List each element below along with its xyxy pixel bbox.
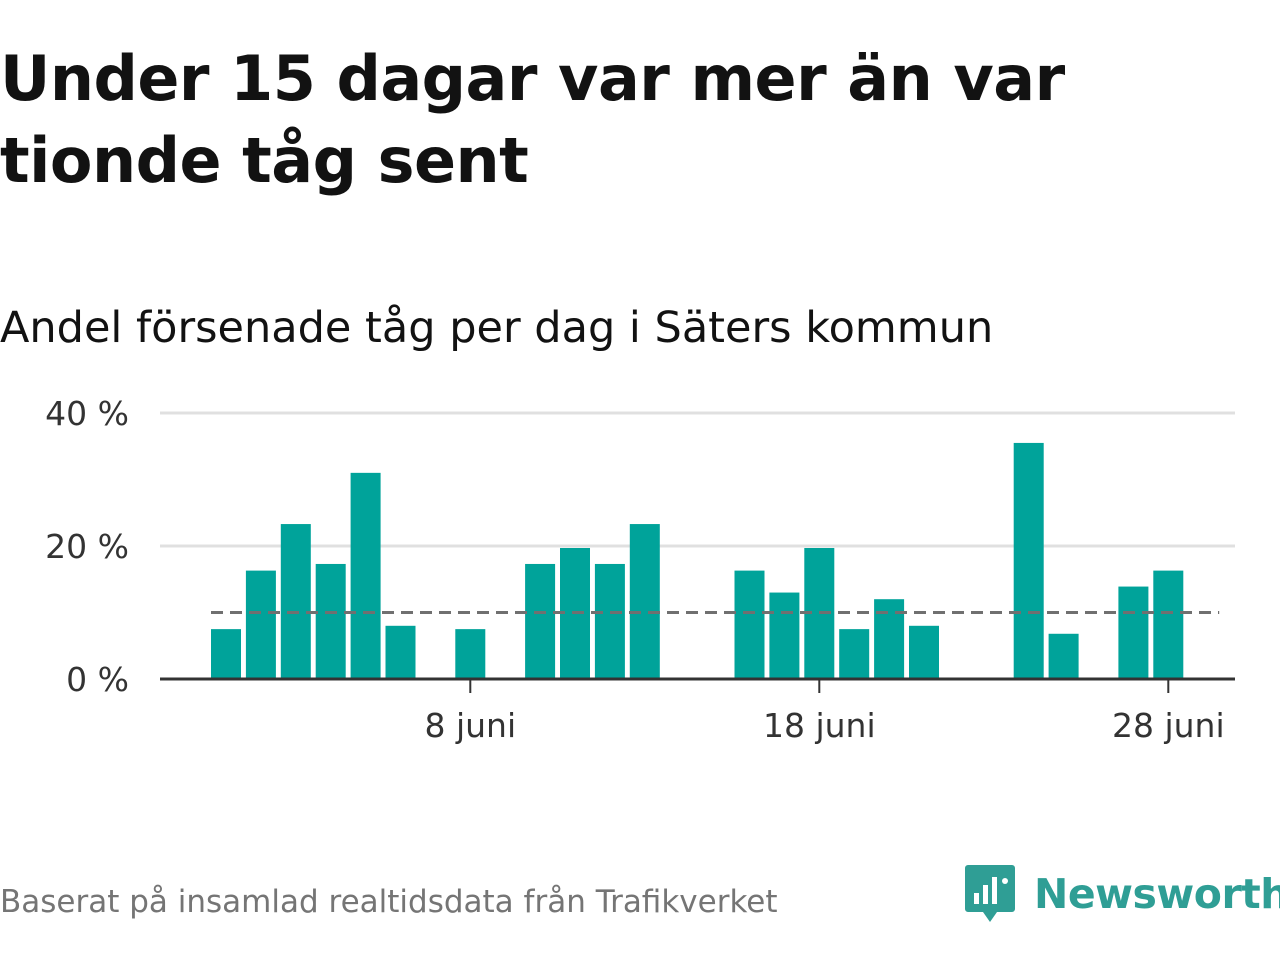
bar (211, 629, 241, 679)
y-tick-label: 40 % (45, 394, 129, 433)
bar (245, 570, 276, 679)
bar (385, 625, 416, 679)
chart-title: Under 15 dagar var mer än var tionde tåg… (0, 42, 1065, 197)
bar (350, 472, 381, 679)
y-tick-label: 0 % (66, 660, 129, 699)
x-tick-label: 18 juni (763, 706, 876, 745)
bar (1118, 586, 1149, 679)
bar (1153, 570, 1184, 679)
bar (734, 570, 765, 679)
brand-logo: Newsworthy (964, 862, 1280, 926)
bar (1013, 442, 1044, 679)
chart-subtitle: Andel försenade tåg per dag i Säters kom… (0, 303, 994, 353)
bar (629, 524, 660, 679)
bar (839, 629, 870, 679)
bar (594, 563, 625, 679)
newsworthy-logo-icon (965, 865, 1015, 922)
bar (525, 563, 556, 679)
y-tick-label: 20 % (45, 527, 129, 566)
bar (280, 524, 311, 679)
bar (769, 592, 800, 679)
source-note: Baserat på insamlad realtidsdata från Tr… (0, 884, 778, 920)
bar (455, 629, 486, 679)
bar-chart: 0 % 20 % 40 % 8 juni 18 juni 28 juni (45, 394, 1235, 745)
brand-name: Newsworthy (1034, 870, 1280, 918)
bar (1048, 633, 1079, 679)
bar (315, 563, 346, 679)
x-tick-label: 8 juni (424, 706, 516, 745)
bar (909, 625, 939, 679)
x-tick-label: 28 juni (1112, 706, 1225, 745)
